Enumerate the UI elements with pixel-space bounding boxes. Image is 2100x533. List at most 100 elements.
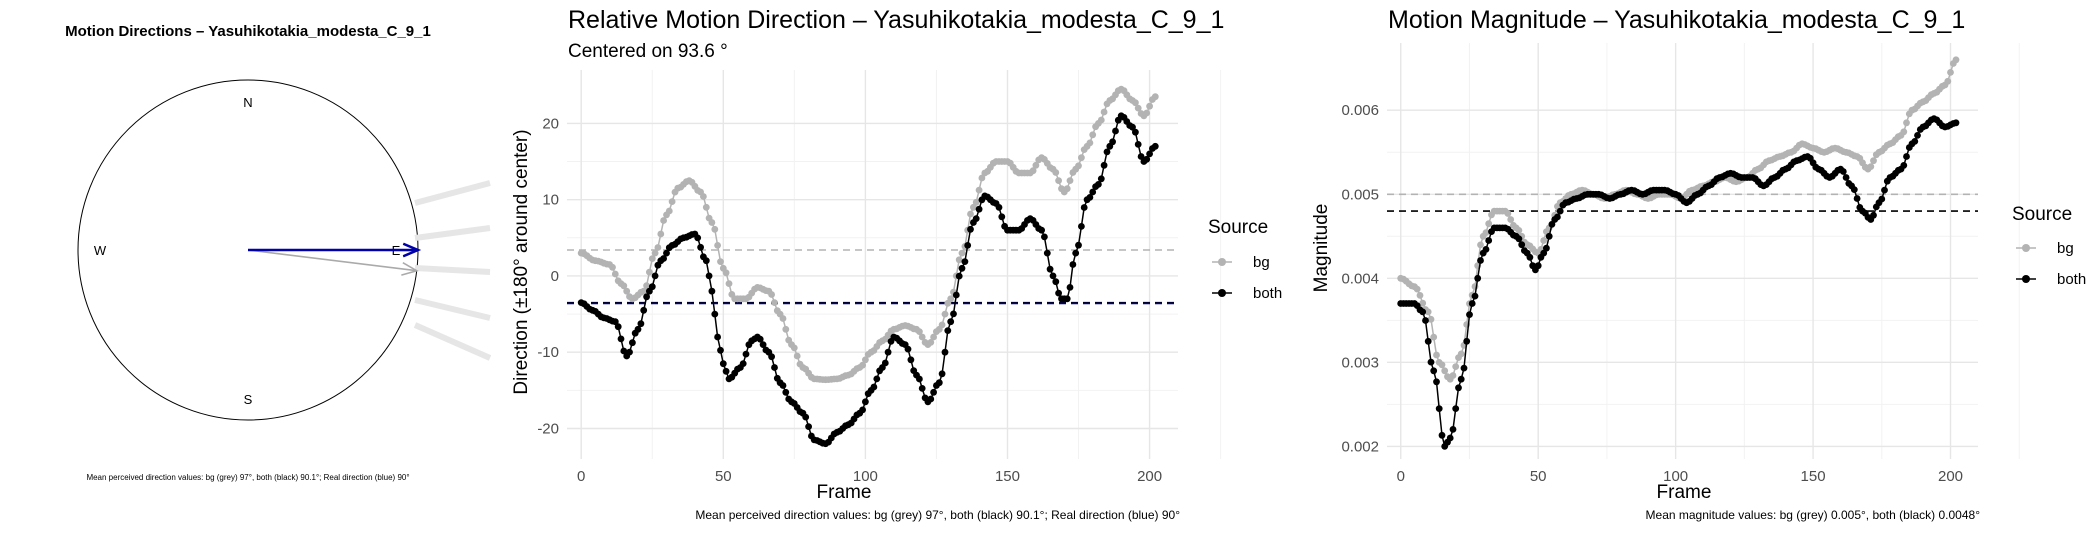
mag-point-bg	[1427, 315, 1435, 323]
dir-point-both	[938, 370, 946, 378]
mag-point-both	[1422, 317, 1429, 324]
mag-point-both	[1870, 211, 1877, 219]
compass-arrows	[247, 242, 422, 276]
mag-point-both	[1543, 244, 1550, 252]
dir-point-bg	[859, 361, 866, 369]
dir-point-both	[1046, 265, 1054, 273]
dir-point-bg	[609, 263, 616, 271]
mag-point-both	[1853, 195, 1861, 202]
dir-point-bg	[648, 255, 656, 262]
dir-point-bg	[660, 217, 667, 224]
dir-point-bg	[975, 186, 983, 194]
mag-point-bg	[1870, 157, 1877, 165]
dir-point-bg	[654, 244, 662, 251]
mag-point-both	[1463, 337, 1471, 345]
dir-point-both	[663, 249, 670, 257]
magnitude-x-axis-title: Frame	[1657, 482, 1712, 503]
mag-point-both	[1850, 186, 1858, 194]
mag-point-both	[1457, 375, 1465, 383]
dir-point-both	[697, 243, 704, 251]
dir-point-bg	[958, 249, 966, 257]
dir-point-both	[643, 293, 650, 301]
dir-point-both	[998, 213, 1006, 221]
compass-arrowhead-real	[402, 242, 422, 258]
mag-point-bg	[1903, 119, 1910, 127]
mag-x-tick-label: 200	[1938, 468, 1963, 485]
direction-reference-lines	[567, 249, 1178, 305]
magnitude-legend-label-bg: bg	[2057, 240, 2074, 257]
dir-point-bg	[1078, 154, 1085, 162]
direction-grid	[567, 70, 1222, 459]
mag-point-both	[1878, 195, 1886, 203]
dir-point-bg	[643, 282, 650, 289]
dir-point-both	[972, 215, 980, 223]
magnitude-legend-marker-both	[2022, 275, 2030, 283]
mag-point-both	[1526, 253, 1534, 261]
dir-point-both	[958, 264, 966, 272]
dir-point-bg	[1151, 93, 1159, 101]
dir-point-both	[614, 323, 622, 331]
mag-point-both	[1455, 384, 1462, 392]
dir-point-both	[995, 204, 1003, 211]
magnitude-series	[1397, 56, 1960, 450]
dir-series-line-bg	[581, 88, 1156, 381]
mag-point-both	[1839, 168, 1847, 175]
dir-point-both	[870, 383, 878, 391]
dir-point-bg	[1146, 102, 1153, 110]
dir-point-both	[660, 255, 667, 262]
mag-point-both	[1477, 257, 1484, 264]
mag-x-tick-label: 0	[1397, 468, 1405, 485]
dir-point-both	[640, 306, 648, 314]
compass-rays	[413, 180, 492, 361]
dir-point-both	[859, 406, 866, 414]
mag-point-both	[1460, 364, 1468, 372]
dir-point-both	[916, 375, 923, 383]
dir-point-bg	[790, 344, 798, 352]
dir-point-both	[947, 318, 955, 326]
magnitude-legend-marker-bg	[2022, 244, 2030, 252]
dir-point-bg	[1100, 108, 1108, 116]
dir-point-both	[904, 345, 912, 353]
dir-point-both	[714, 333, 721, 341]
mag-x-tick-label: 100	[1663, 468, 1688, 485]
mag-point-both	[1468, 300, 1476, 307]
magnitude-title: Motion Magnitude – Yasuhikotakia_modesta…	[1388, 6, 1965, 34]
mag-point-bg	[1482, 229, 1490, 237]
dir-point-both	[950, 310, 957, 318]
mag-point-bg	[1457, 350, 1465, 358]
dir-point-both	[975, 205, 983, 213]
dir-point-both	[1137, 153, 1145, 160]
direction-panel: Relative Motion Direction – Yasuhikotaki…	[511, 6, 1282, 522]
mag-point-both	[1427, 358, 1435, 366]
dir-point-both	[961, 258, 969, 265]
dir-point-bg	[657, 230, 665, 238]
mag-point-both	[1452, 405, 1460, 412]
dir-point-both	[881, 359, 889, 367]
dir-point-bg	[708, 219, 716, 226]
mag-y-tick-label: 0.005	[1341, 186, 1379, 203]
dir-point-both	[1095, 181, 1102, 188]
compass-label-north: N	[243, 95, 252, 110]
mag-point-both	[1515, 235, 1523, 243]
magnitude-legend: Source bg both	[2012, 204, 2086, 288]
dir-point-both	[702, 257, 710, 265]
mag-point-both	[1534, 262, 1542, 270]
mag-point-bg	[1452, 363, 1460, 370]
dir-point-bg	[1055, 177, 1062, 185]
direction-legend-label-bg: bg	[1253, 254, 1270, 271]
mag-y-tick-label: 0.004	[1341, 270, 1379, 287]
dir-point-both	[620, 347, 628, 355]
compass-arrowhead-bg	[401, 262, 419, 276]
direction-legend-title: Source	[1208, 217, 1268, 238]
dir-point-both	[768, 353, 775, 361]
dir-point-bg	[779, 315, 787, 322]
compass-label-west: W	[94, 243, 107, 258]
dir-point-bg	[918, 333, 926, 341]
mag-point-bg	[1952, 56, 1960, 64]
dir-point-bg	[862, 356, 869, 364]
dir-point-both	[759, 341, 767, 348]
dir-point-both	[1041, 233, 1048, 241]
magnitude-reference-lines	[1387, 193, 1978, 212]
mag-point-both	[1419, 308, 1427, 316]
